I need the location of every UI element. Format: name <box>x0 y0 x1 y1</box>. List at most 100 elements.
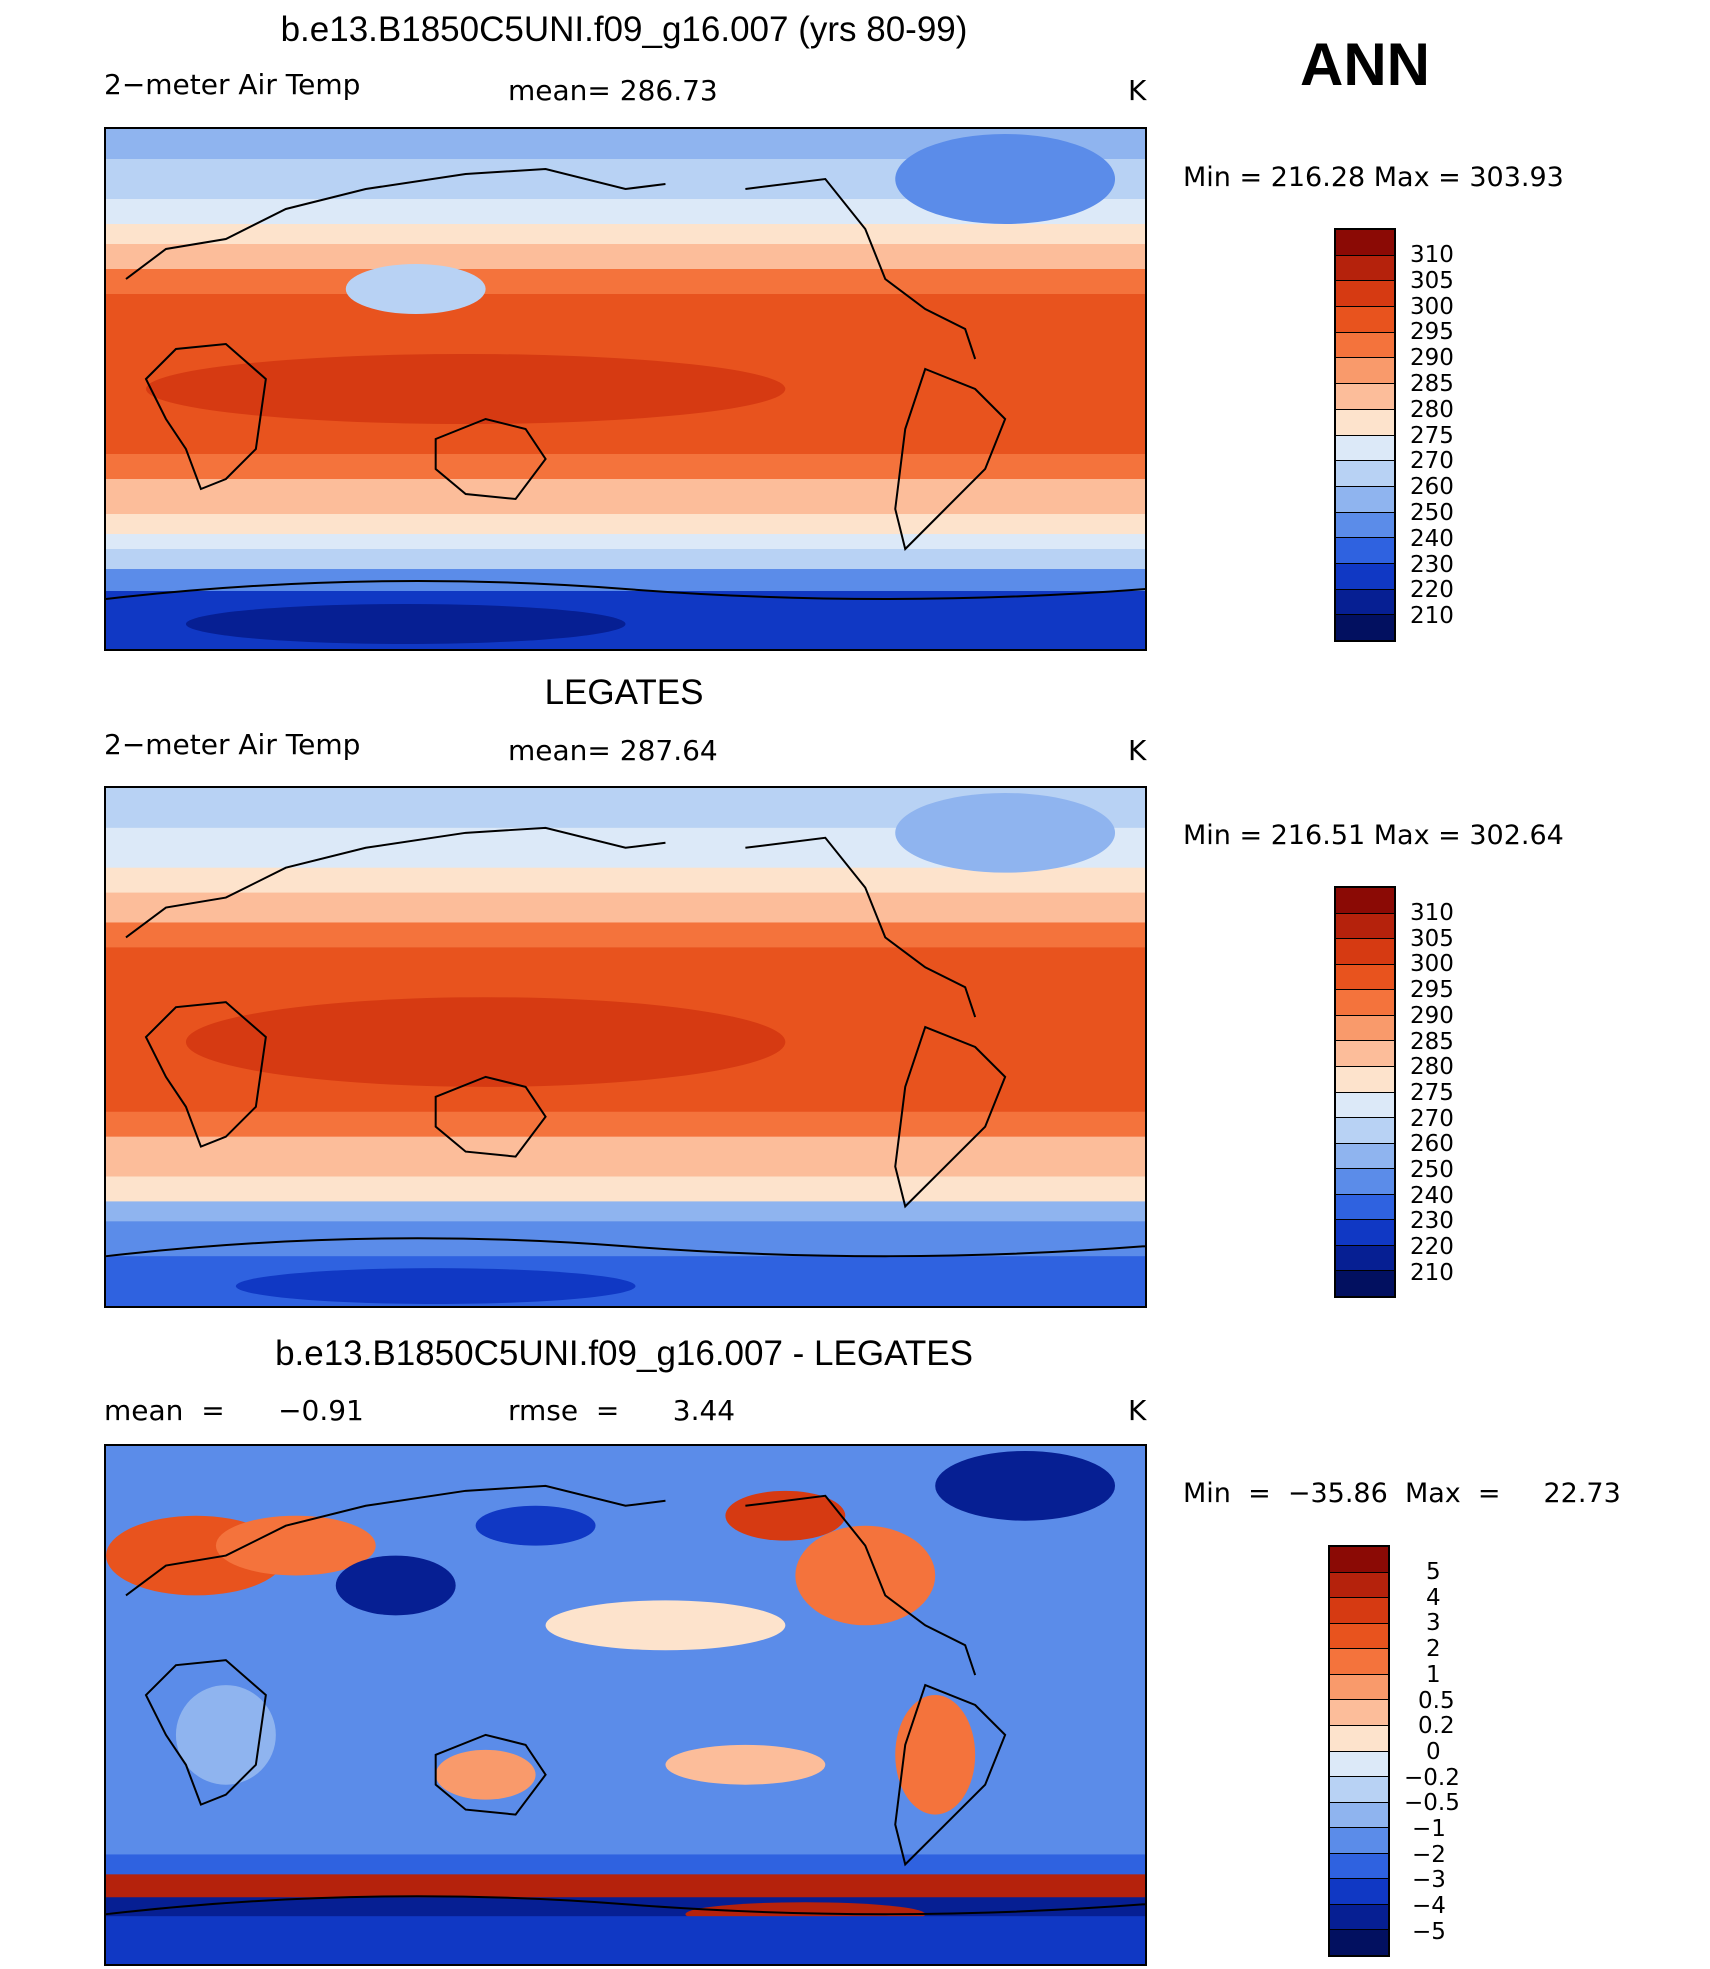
colorbar-swatch <box>1336 1066 1394 1093</box>
coastlines <box>106 1484 1145 1916</box>
south-mild-band <box>106 1176 1145 1207</box>
colorbar-label: 270 <box>1410 1105 1454 1132</box>
colorbar-swatch <box>1336 888 1394 914</box>
panel1-colorbar <box>1334 228 1396 642</box>
colorbar-swatch <box>1336 512 1394 539</box>
colorbar-swatch <box>1336 384 1394 410</box>
colorbar-label: 305 <box>1410 267 1454 294</box>
colorbar-label: 285 <box>1410 371 1454 397</box>
colorbar-swatch <box>1330 1700 1388 1726</box>
panel2-units: K <box>1128 734 1147 767</box>
colorbar-label: 1 <box>1426 1661 1441 1688</box>
south-america-coast <box>894 367 1007 551</box>
alaska-warm-bias <box>725 1490 846 1541</box>
colorbar-label: −5 <box>1412 1918 1446 1945</box>
colorbar-label: −1 <box>1412 1816 1446 1842</box>
north-america-coast <box>745 177 977 360</box>
colorbar-swatch <box>1336 1118 1394 1144</box>
south-america-coast <box>894 1683 1007 1867</box>
colorbar-swatch <box>1330 1623 1388 1650</box>
colorbar-label: 0.5 <box>1418 1687 1455 1714</box>
colorbar-swatch <box>1330 1598 1388 1624</box>
antarctica-cold <box>106 1916 1145 1964</box>
colorbar-label: 220 <box>1410 1234 1454 1261</box>
colorbar-label: 270 <box>1410 448 1454 475</box>
colorbar-swatch <box>1336 230 1394 256</box>
south-warm-band <box>106 479 1145 519</box>
siberia-cold-bias <box>475 1505 596 1546</box>
greenland-cold-bias <box>935 1450 1116 1521</box>
colorbar-label: 0 <box>1426 1738 1441 1765</box>
colorbar-swatch <box>1336 461 1394 487</box>
warm-band <box>106 892 1145 928</box>
colorbar-swatch <box>1330 1853 1388 1880</box>
antarctica-coast <box>106 580 1145 600</box>
colorbar-swatch <box>1330 1751 1388 1778</box>
south-pacific-warm <box>665 1744 826 1785</box>
antarctic-plateau <box>185 604 626 644</box>
colorbar-label: 2 <box>1426 1636 1441 1663</box>
colorbar-swatch <box>1336 255 1394 282</box>
colorbar-label: −3 <box>1412 1867 1446 1894</box>
panel2-map-svg <box>106 788 1145 1306</box>
colorbar-label: 230 <box>1410 1208 1454 1235</box>
colorbar-swatch <box>1330 1572 1388 1599</box>
tibet-cold-bias <box>335 1555 456 1616</box>
colorbar-label: 275 <box>1410 422 1454 449</box>
south-america-coast <box>894 1025 1007 1209</box>
colorbar-label: 230 <box>1410 551 1454 578</box>
colorbar-label: 260 <box>1410 474 1454 501</box>
panel3-map <box>104 1444 1147 1966</box>
eurasia-coast <box>125 826 666 939</box>
colorbar-swatch <box>1336 1169 1394 1195</box>
colorbar-swatch <box>1330 1674 1388 1701</box>
colorbar-swatch <box>1336 589 1394 616</box>
colorbar-label: 250 <box>1410 1157 1454 1183</box>
colorbar-swatch <box>1336 1194 1394 1221</box>
panel1-variable: 2−meter Air Temp <box>104 68 361 101</box>
colorbar-swatch <box>1330 1930 1388 1955</box>
colorbar-label: 290 <box>1410 345 1454 372</box>
panel3-map-svg <box>106 1446 1145 1964</box>
colorbar-label: 275 <box>1410 1079 1454 1106</box>
panel2-colorbar <box>1334 886 1396 1298</box>
colorbar-label: 3 <box>1426 1610 1441 1637</box>
north-america-coast <box>745 836 977 1018</box>
panel2-map <box>104 786 1147 1308</box>
season-label: ANN <box>1300 31 1430 98</box>
colorbar-label: 260 <box>1410 1131 1454 1158</box>
colorbar-label: −0.5 <box>1404 1790 1460 1817</box>
colorbar-swatch <box>1336 1092 1394 1119</box>
colorbar-swatch <box>1336 486 1394 513</box>
australia-coast <box>434 1075 547 1158</box>
colorbar-swatch <box>1336 1245 1394 1272</box>
panel1-units: K <box>1128 74 1147 107</box>
antarctic-coast-band <box>106 569 1145 594</box>
australia-warm-bias <box>435 1749 536 1800</box>
africa-coast <box>144 1001 267 1148</box>
colorbar-swatch <box>1336 913 1394 940</box>
colorbar-label: 290 <box>1410 1002 1454 1029</box>
antarctic-plateau <box>235 1268 636 1305</box>
eurasia-coast <box>125 167 666 280</box>
colorbar-swatch <box>1336 1041 1394 1067</box>
panel2-title: LEGATES <box>544 673 704 712</box>
colorbar-label: 240 <box>1410 1182 1454 1209</box>
panel3-rmse: rmse = 3.44 <box>508 1394 736 1427</box>
colorbar-swatch <box>1330 1828 1388 1854</box>
panel3-minmax: Min = −35.86 Max = 22.73 <box>1183 1478 1621 1509</box>
warm-pool <box>185 997 786 1087</box>
colorbar-swatch <box>1336 435 1394 462</box>
panel3-colorbar <box>1328 1545 1390 1957</box>
panel3-title: b.e13.B1850C5UNI.f09_g16.007 - LEGATES <box>275 1334 973 1373</box>
panel2-mean: mean= 287.64 <box>508 734 718 767</box>
australia-coast <box>434 417 547 501</box>
south-subtropic-band <box>106 1111 1145 1142</box>
colorbar-label: 0.2 <box>1418 1713 1455 1740</box>
warm-pool <box>145 354 786 424</box>
colorbar-label: 295 <box>1410 319 1454 346</box>
tibet-cold <box>345 264 486 314</box>
colorbar-label: −4 <box>1412 1893 1446 1920</box>
colorbar-label: 280 <box>1410 1054 1454 1081</box>
antarctica-coast <box>106 1237 1145 1258</box>
